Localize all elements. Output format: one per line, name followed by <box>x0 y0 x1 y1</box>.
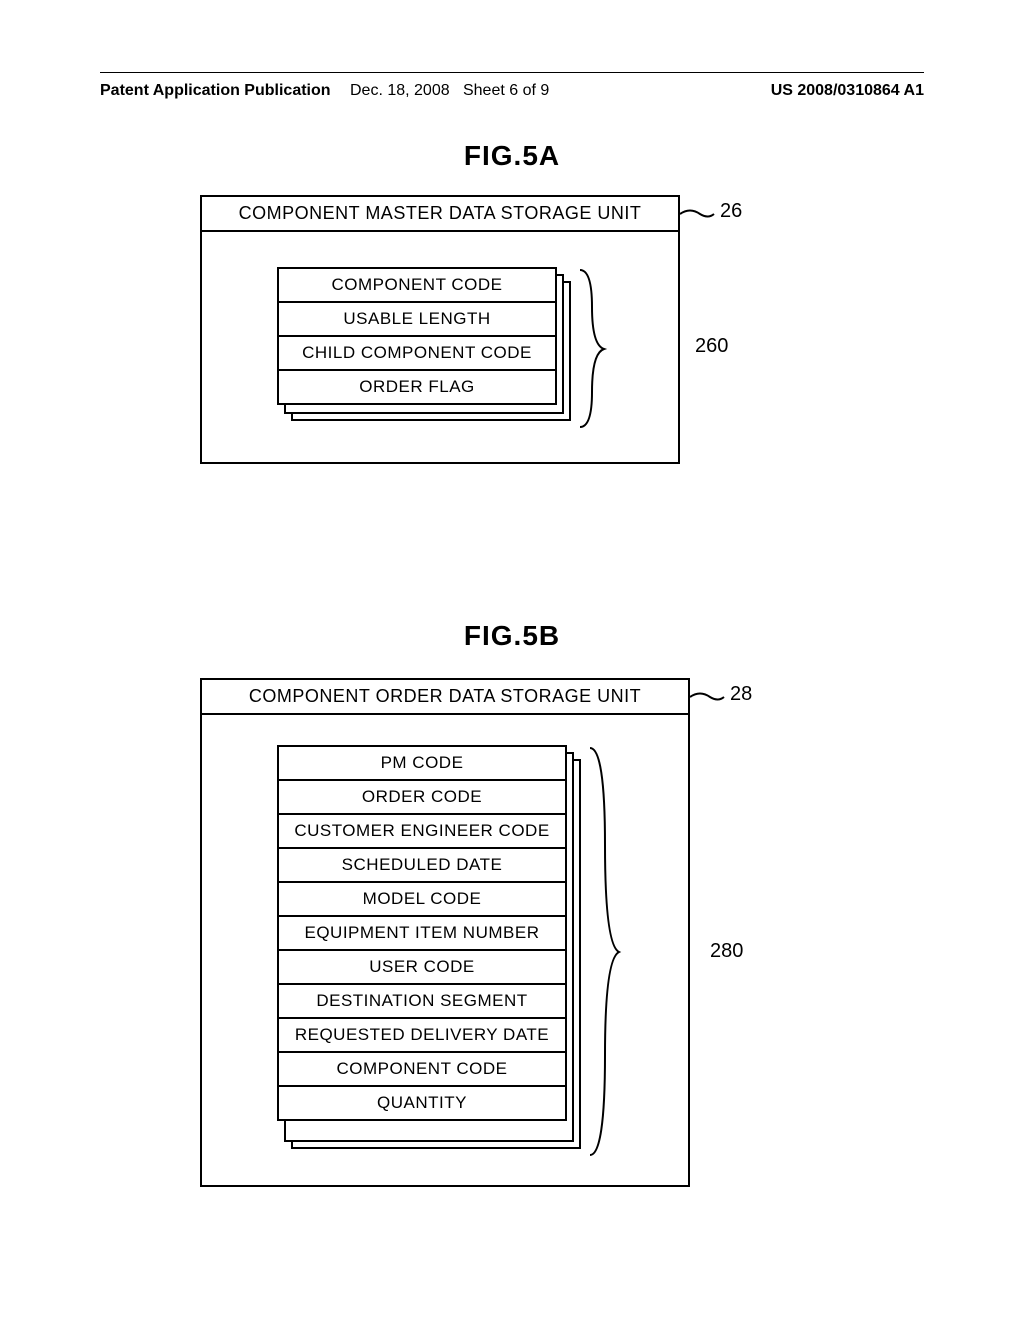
fig-a-title: FIG.5A <box>0 140 1024 172</box>
fig-b-stack: PM CODE ORDER CODE CUSTOMER ENGINEER COD… <box>277 745 587 1155</box>
fig-b-field-6: USER CODE <box>279 951 565 985</box>
fig-a-body: COMPONENT CODE USABLE LENGTH CHILD COMPO… <box>202 232 678 462</box>
fig-b-unit-title: COMPONENT ORDER DATA STORAGE UNIT <box>202 680 688 715</box>
header-right: US 2008/0310864 A1 <box>771 82 924 100</box>
fig-b-title: FIG.5B <box>0 620 1024 652</box>
header-divider <box>100 72 924 73</box>
fig-b-field-9: COMPONENT CODE <box>279 1053 565 1087</box>
fig-a-field-2: CHILD COMPONENT CODE <box>279 337 555 371</box>
fig-b-field-1: ORDER CODE <box>279 781 565 815</box>
header-sheet: Sheet 6 of 9 <box>463 82 549 99</box>
fig-b-field-5: EQUIPMENT ITEM NUMBER <box>279 917 565 951</box>
fig-b-card-front: PM CODE ORDER CODE CUSTOMER ENGINEER COD… <box>277 745 567 1121</box>
fig-a-card-front: COMPONENT CODE USABLE LENGTH CHILD COMPO… <box>277 267 557 405</box>
fig-a-field-3: ORDER FLAG <box>279 371 555 403</box>
fig-a-unit-box: COMPONENT MASTER DATA STORAGE UNIT COMPO… <box>200 195 680 464</box>
fig-b-field-0: PM CODE <box>279 747 565 781</box>
fig-a-field-1: USABLE LENGTH <box>279 303 555 337</box>
fig-b-field-3: SCHEDULED DATE <box>279 849 565 883</box>
fig-a-unit-title: COMPONENT MASTER DATA STORAGE UNIT <box>202 197 678 232</box>
fig-a-ref-unit-leader-icon <box>678 207 718 221</box>
fig-b-ref-unit: 28 <box>730 683 752 706</box>
page: Patent Application Publication Dec. 18, … <box>0 0 1024 1320</box>
fig-a-ref-stack: 260 <box>695 335 728 358</box>
fig-b-ref-stack: 280 <box>710 940 743 963</box>
fig-a-ref-unit: 26 <box>720 200 742 223</box>
fig-b-unit-box: COMPONENT ORDER DATA STORAGE UNIT PM COD… <box>200 678 690 1187</box>
fig-b-field-10: QUANTITY <box>279 1087 565 1119</box>
fig-b-field-8: REQUESTED DELIVERY DATE <box>279 1019 565 1053</box>
header-left: Patent Application Publication <box>100 82 331 100</box>
fig-a-stack: COMPONENT CODE USABLE LENGTH CHILD COMPO… <box>277 267 572 417</box>
fig-a-field-0: COMPONENT CODE <box>279 269 555 303</box>
fig-b-field-4: MODEL CODE <box>279 883 565 917</box>
header-date: Dec. 18, 2008 <box>350 82 450 99</box>
fig-b-brace-icon <box>587 745 627 1160</box>
fig-a-brace-icon <box>577 267 612 432</box>
fig-b-field-7: DESTINATION SEGMENT <box>279 985 565 1019</box>
fig-b-ref-unit-leader-icon <box>688 690 728 704</box>
fig-b-field-2: CUSTOMER ENGINEER CODE <box>279 815 565 849</box>
header-center: Dec. 18, 2008 Sheet 6 of 9 <box>350 82 549 100</box>
fig-b-body: PM CODE ORDER CODE CUSTOMER ENGINEER COD… <box>202 715 688 1185</box>
